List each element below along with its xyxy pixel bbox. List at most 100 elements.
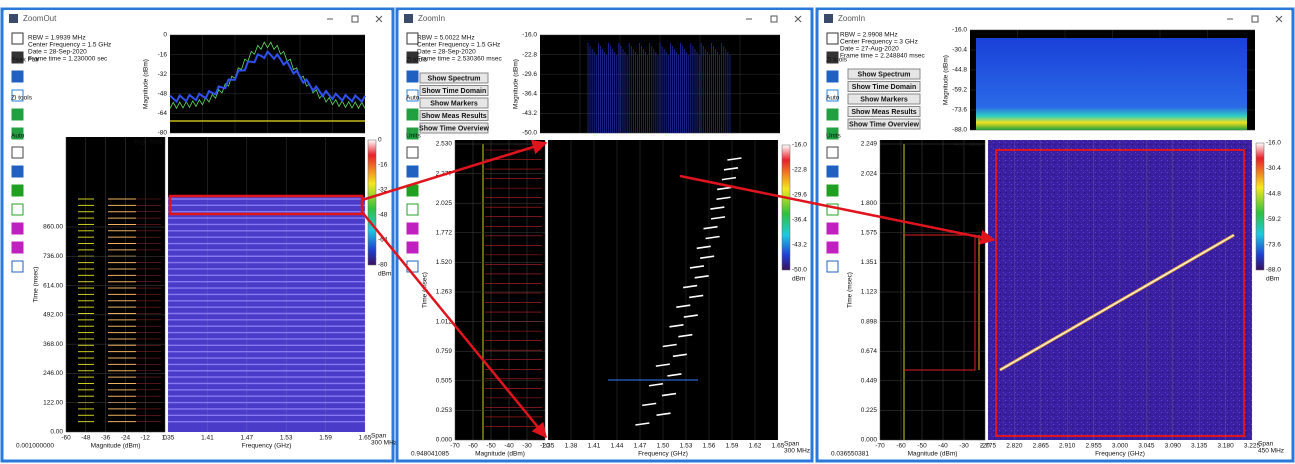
info-line: Date = 27-Aug-2020 [840, 46, 899, 53]
colorbar-tick-label: -88.0 [1266, 267, 1281, 274]
colorbar-tick-label: -43.2 [792, 242, 807, 249]
tool-label: Zi tools [11, 95, 33, 102]
button-label: Show Time Domain [852, 84, 916, 91]
window-title: ZoomOut [23, 14, 57, 23]
x-axis-label: Magnitude (dBm) [475, 451, 525, 458]
y-tick-label: 614.00 [43, 282, 63, 289]
colorbar-tick-label: -50.0 [792, 267, 807, 274]
y-tick-label: 2.249 [861, 141, 878, 148]
info-line: Frame time = 2.248840 msec [840, 53, 925, 60]
x-tick-label: 1.65 [359, 435, 372, 442]
y-tick-label: -29.6 [522, 71, 537, 78]
x-tick-label: 3.045 [1138, 443, 1155, 450]
y-tick-label: 0 [163, 32, 167, 39]
y-tick-label: 246.00 [43, 370, 63, 377]
span-value: 300 MHz [784, 448, 810, 455]
x-tick-label: 1.50 [657, 443, 670, 450]
x-tick-label: 1.41 [201, 435, 214, 442]
legend-avg: Avg [134, 139, 145, 146]
y-axis-label: Magnitude (dBm) [513, 59, 520, 109]
title-bar [819, 10, 1291, 28]
tool-label: Auto [11, 133, 25, 140]
x-tick-label: 1.53 [280, 435, 293, 442]
x-tick-label: 1.65 [772, 443, 785, 450]
x-tick-label: 1.44 [611, 443, 624, 450]
y-tick-label: 0.449 [861, 378, 878, 385]
legend-avg: Avg [954, 142, 965, 149]
tool-label: Auto [406, 95, 420, 102]
y-axis-label: Time (msec) [847, 272, 854, 308]
tool-label: Auto [826, 95, 840, 102]
y-tick-label: -64 [158, 110, 168, 117]
waterfall-band [168, 137, 365, 197]
magnitude-plot [455, 140, 545, 440]
info-line: Date = 28-Sep-2020 [417, 49, 476, 56]
y-tick-label: 2.025 [436, 200, 453, 207]
y-tick-label: 122.00 [43, 399, 63, 406]
colorbar-tick-label: -16.0 [1266, 140, 1281, 147]
colorbar [368, 140, 376, 265]
app-icon [9, 14, 18, 23]
y-tick-label: 736.00 [43, 253, 63, 260]
tool-icon [12, 71, 23, 82]
button-label: Show Meas Results [421, 113, 486, 120]
tool-icon [827, 223, 838, 234]
x-tick-label: -48 [81, 435, 91, 442]
magnitude-plot [880, 140, 985, 440]
y-tick-label: 1.772 [436, 230, 453, 237]
colorbar-tick-label: -44.8 [1266, 191, 1281, 198]
y-tick-label: -80 [158, 130, 168, 137]
y-tick-label: -73.6 [952, 107, 967, 114]
page: {"windows": [ {"title": "ZoomOut", "info… [0, 0, 1295, 464]
y-tick-label: -43.2 [522, 110, 537, 117]
x-tick-label: 1.38 [565, 443, 578, 450]
x-tick-label: 3.180 [1217, 443, 1234, 450]
y-tick-label: -22.8 [522, 51, 537, 58]
colorbar-tick-label: -16.0 [792, 142, 807, 149]
colorbar-tick-label: -59.2 [1266, 216, 1281, 223]
tool-label: Units [826, 133, 842, 140]
colorbar-unit: dBm [378, 271, 391, 278]
span-label: Span [1258, 441, 1274, 448]
tool-icon [407, 71, 418, 82]
start-time: 0.001000000 [16, 443, 54, 450]
y-tick-label: -30.4 [952, 47, 967, 54]
x-tick-label: 1.47 [240, 435, 253, 442]
x-tick-label: 2.955 [1085, 443, 1102, 450]
y-tick-label: -50.0 [522, 130, 537, 137]
y-tick-label: 1.520 [436, 259, 453, 266]
x-tick-label: 1.59 [726, 443, 739, 450]
y-tick-label: -16.0 [952, 27, 967, 34]
y-tick-label: 1.351 [861, 259, 878, 266]
y-tick-label: -16.0 [522, 32, 537, 39]
y-tick-label: 1.263 [436, 289, 453, 296]
tool-icon [12, 109, 23, 120]
legend-max: Max [150, 139, 163, 146]
colorbar-tick-label: -36.4 [792, 217, 807, 224]
x-tick-label: -40 [938, 443, 948, 450]
y-tick-label: 0.000 [861, 437, 878, 444]
x-tick-label: -40 [504, 443, 514, 450]
x-axis-label: Frequency (GHz) [638, 451, 688, 458]
y-tick-label: 0.674 [861, 348, 878, 355]
tool-icon [12, 242, 23, 253]
tool-icon [12, 185, 23, 196]
button-label: Show Time Overview [849, 121, 919, 128]
x-axis-label: Frequency (GHz) [1095, 451, 1145, 458]
button-label: Show Markers [430, 100, 478, 107]
y-tick-label: -88.0 [952, 127, 967, 134]
y-tick-label: -48 [158, 91, 168, 98]
y-tick-label: 0.225 [861, 407, 878, 414]
x-tick-label: 2.910 [1059, 443, 1076, 450]
tool-icon [12, 166, 23, 177]
x-tick-label: 1.35 [162, 435, 175, 442]
x-tick-label: -50 [486, 443, 496, 450]
span-value: 450 MHz [1258, 448, 1284, 455]
colorbar [782, 145, 790, 270]
y-tick-label: 0.759 [436, 348, 453, 355]
x-tick-label: 2.820 [1006, 443, 1023, 450]
tool-label: Units [406, 133, 422, 140]
spectrum-fill [976, 38, 1247, 130]
y-axis-label: Magnitude (dBm) [143, 59, 150, 109]
colorbar-tick-label: -48 [378, 212, 388, 219]
